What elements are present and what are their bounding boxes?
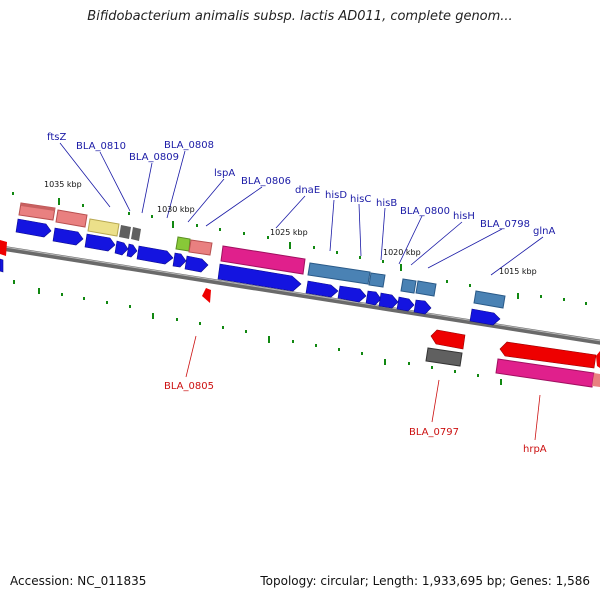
reverse-label-leaders xyxy=(185,335,541,441)
gene-label[interactable]: hisB xyxy=(376,198,397,209)
gene-label[interactable]: BLA_0805 xyxy=(164,381,214,392)
map-title: Bifidobacterium animalis subsp. lactis A… xyxy=(87,9,513,24)
gene-label[interactable]: BLA_0798 xyxy=(480,219,530,230)
gene-label[interactable]: BLA_0810 xyxy=(76,141,126,152)
gene-label[interactable]: hrpA xyxy=(523,444,547,455)
scale-label: 1025 kbp xyxy=(270,228,308,237)
gene-label[interactable]: dnaE xyxy=(295,185,320,196)
gene-label[interactable]: hisD xyxy=(325,190,347,201)
gene-label[interactable]: BLA_0808 xyxy=(164,140,214,151)
gene-label[interactable]: BLA_0797 xyxy=(409,427,459,438)
gene-label[interactable]: BLA_0806 xyxy=(241,176,291,187)
label-leaders xyxy=(59,142,544,276)
scale-label: 1035 kbp xyxy=(44,180,82,189)
gene-label[interactable]: BLA_0800 xyxy=(400,206,450,217)
genome-summary-text: Topology: circular; Length: 1,933,695 bp… xyxy=(260,574,590,588)
outer-tick-row xyxy=(12,192,587,305)
inner-tick-row xyxy=(13,280,502,385)
gene-label[interactable]: hisH xyxy=(453,211,475,222)
scale-label: 1015 kbp xyxy=(499,267,537,276)
scale-label: 1020 kbp xyxy=(383,248,421,257)
genome-backbone xyxy=(0,245,600,345)
gene-label[interactable]: glnA xyxy=(533,226,555,237)
gene-label[interactable]: hisC xyxy=(350,194,371,205)
forward-genes xyxy=(0,218,501,326)
accession-text: Accession: NC_011835 xyxy=(10,574,147,588)
scale-label: 1030 kbp xyxy=(157,205,195,214)
gene-label[interactable]: lspA xyxy=(214,168,235,179)
gene-label[interactable]: ftsZ xyxy=(47,132,66,143)
feature-boxes-upper xyxy=(18,202,506,309)
gene-label[interactable]: BLA_0809 xyxy=(129,152,179,163)
reverse-genes xyxy=(0,240,600,388)
